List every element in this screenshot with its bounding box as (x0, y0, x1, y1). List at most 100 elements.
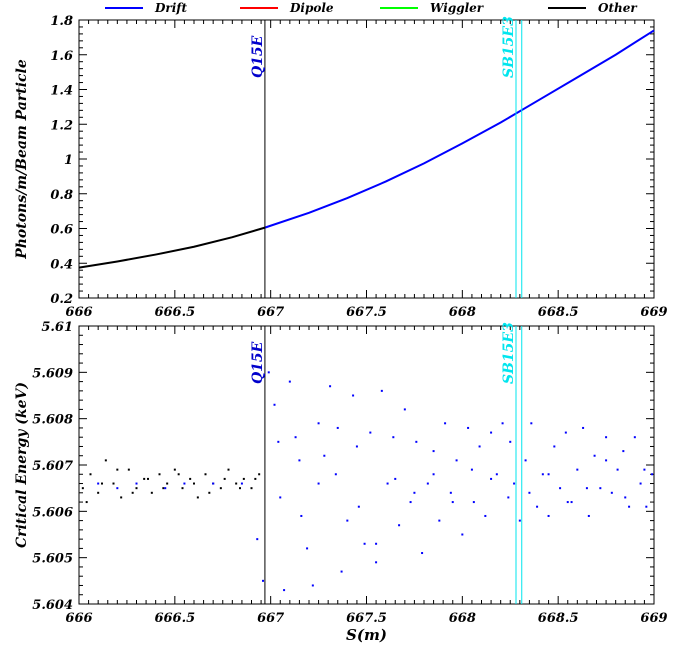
y-tick-label: 1.4 (50, 84, 73, 99)
point-drift (415, 440, 418, 443)
point-drift (645, 505, 648, 508)
legend-label-drift: Drift (154, 1, 187, 15)
point-drift (559, 487, 562, 490)
point-drift (394, 477, 397, 480)
point-drift (413, 491, 416, 494)
point-other (177, 473, 180, 476)
point-drift (576, 468, 579, 471)
point-drift (599, 487, 602, 490)
point-drift (449, 491, 452, 494)
point-other (81, 487, 84, 490)
y-axis-label: Photons/m/Beam Particle (14, 59, 30, 260)
marker-label: SB15E3 (501, 322, 517, 384)
point-other (127, 468, 130, 471)
point-other (208, 491, 211, 494)
point-drift (472, 501, 475, 504)
y-tick-label: 1 (64, 153, 73, 168)
point-other (173, 468, 176, 471)
y-tick-label: 5.604 (32, 598, 73, 613)
point-other (97, 491, 100, 494)
point-other (235, 482, 238, 485)
point-drift (421, 552, 424, 555)
point-drift (334, 473, 337, 476)
point-drift (490, 431, 493, 434)
y-tick-label: 1.6 (50, 49, 73, 64)
point-drift (624, 496, 627, 499)
y-tick-label: 0.6 (50, 223, 73, 238)
point-drift (432, 473, 435, 476)
point-drift (470, 468, 473, 471)
point-other (239, 487, 241, 490)
point-other (112, 482, 115, 485)
x-tick-label: 669 (640, 611, 667, 626)
point-drift (541, 473, 544, 476)
point-drift (355, 445, 358, 448)
point-drift (363, 542, 366, 545)
point-drift (616, 468, 619, 471)
point-other (181, 487, 184, 490)
point-drift (478, 445, 481, 448)
point-drift (97, 482, 100, 485)
point-drift (283, 589, 286, 592)
point-other (116, 468, 119, 471)
point-other (89, 473, 92, 476)
point-drift (183, 482, 186, 485)
y-tick-label: 5.607 (32, 459, 73, 474)
point-other (131, 491, 134, 494)
point-drift (240, 482, 243, 485)
point-other (189, 477, 192, 480)
point-drift (375, 542, 378, 545)
y-tick-label: 0.2 (50, 292, 73, 307)
point-drift (528, 491, 531, 494)
point-drift (553, 445, 556, 448)
point-drift (438, 519, 441, 522)
point-other (196, 496, 199, 499)
point-drift (593, 454, 596, 457)
y-tick-label: 5.61 (41, 320, 73, 335)
point-other (104, 459, 107, 462)
point-drift (346, 519, 349, 522)
point-drift (501, 422, 504, 425)
point-drift (300, 514, 303, 517)
legend: Drift Dipole Wiggler Other (105, 1, 638, 15)
point-drift (564, 431, 567, 434)
point-drift (323, 454, 326, 457)
point-drift (513, 482, 516, 485)
plot-frame (78, 19, 655, 299)
point-drift (495, 473, 498, 476)
point-drift (639, 482, 642, 485)
x-axis-label: S(m) (346, 626, 387, 644)
point-drift (547, 514, 550, 517)
point-other (193, 482, 195, 485)
x-tick-label: 667.5 (346, 305, 387, 320)
y-tick-label: 1.8 (50, 14, 73, 29)
top-panel-photons: 666 666.5 667 667.5 668 668.5 669 0.2 0.4 0.6 0.8 1… (14, 14, 668, 320)
point-other (147, 477, 149, 480)
point-drift (587, 514, 590, 517)
point-drift (279, 496, 282, 499)
point-other (135, 487, 138, 490)
point-drift (277, 440, 280, 443)
x-tick-label: 668 (449, 611, 476, 626)
marker-label: Q15E (250, 341, 266, 384)
point-drift (582, 426, 585, 429)
point-drift (262, 579, 264, 582)
marker-label: Q15E (250, 35, 266, 78)
point-other (242, 477, 245, 480)
legend-label-dipole: Dipole (289, 1, 334, 15)
point-other (85, 501, 88, 504)
point-drift (256, 538, 259, 541)
x-tick-label: 668 (449, 305, 476, 320)
point-drift (369, 431, 372, 434)
point-other (250, 487, 253, 490)
x-tick-label: 667 (257, 611, 284, 626)
point-drift (357, 505, 360, 508)
point-drift (585, 487, 588, 490)
point-drift (643, 468, 646, 471)
point-drift (518, 519, 521, 522)
y-tick-label: 0.8 (50, 188, 73, 203)
point-other (258, 473, 261, 476)
x-tick-label: 666.5 (154, 611, 195, 626)
y-axis-label: Critical Energy (keV) (14, 382, 30, 548)
point-other (227, 468, 230, 471)
